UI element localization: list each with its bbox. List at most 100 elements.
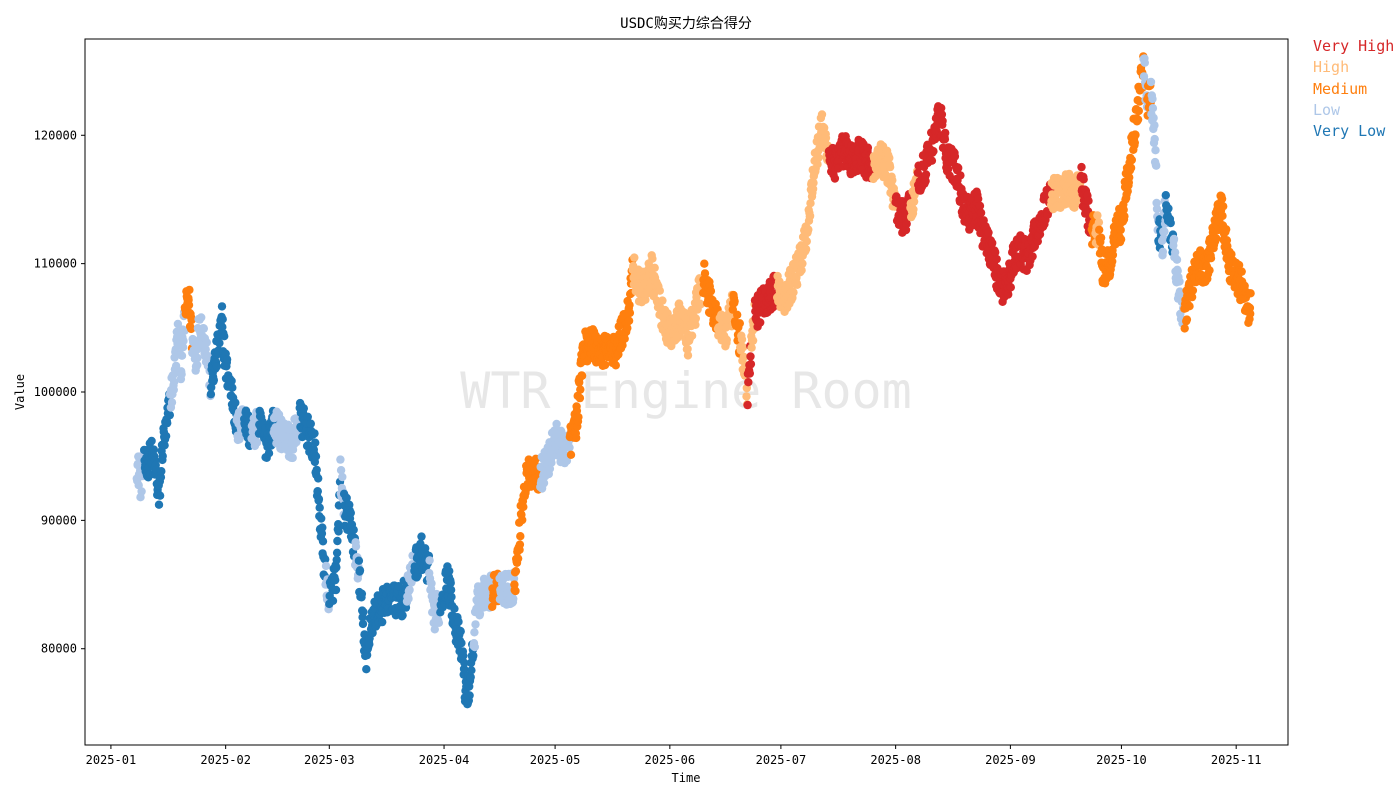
data-point: [806, 199, 815, 208]
data-point: [821, 133, 831, 143]
data-point: [706, 286, 716, 296]
data-point: [927, 156, 937, 165]
data-point: [160, 441, 169, 450]
data-point: [332, 555, 341, 564]
data-point: [577, 371, 587, 380]
data-point: [954, 163, 963, 173]
x-tick-label: 2025-02: [200, 753, 251, 767]
y-axis-ticks: 80000 90000 100000 110000 120000: [34, 128, 85, 656]
legend-entry-low: Low: [1313, 100, 1341, 119]
data-point: [805, 211, 815, 221]
data-point: [742, 392, 751, 401]
data-point: [310, 429, 319, 438]
data-point: [566, 450, 576, 459]
data-point: [789, 288, 798, 297]
data-point: [1151, 146, 1160, 155]
data-point: [691, 314, 700, 323]
data-point: [1169, 234, 1179, 244]
data-point: [743, 400, 752, 410]
data-point: [1164, 204, 1173, 213]
x-tick-label: 2025-11: [1211, 753, 1262, 767]
data-point: [700, 259, 709, 268]
data-point: [332, 563, 341, 572]
data-point: [1187, 292, 1197, 302]
data-point: [941, 128, 950, 138]
data-point: [314, 494, 324, 504]
y-tick-label: 80000: [41, 642, 77, 656]
data-point: [1246, 289, 1255, 298]
data-point: [193, 353, 202, 363]
data-point: [206, 390, 216, 399]
data-point: [683, 344, 692, 354]
data-point: [992, 254, 1001, 264]
data-point: [338, 472, 347, 482]
data-point: [1237, 267, 1246, 276]
data-point: [691, 320, 700, 329]
data-point: [991, 248, 1000, 257]
data-point: [149, 445, 158, 454]
data-point: [1094, 218, 1104, 227]
data-point: [1116, 235, 1126, 244]
data-point: [1159, 234, 1168, 243]
data-point: [173, 319, 183, 329]
data-point: [747, 343, 756, 352]
data-point: [456, 627, 465, 636]
data-point: [798, 259, 807, 268]
legend: Very High High Medium Low Very Low: [1313, 36, 1394, 142]
legend-entry-very-low: Very Low: [1313, 122, 1386, 141]
data-point: [885, 162, 895, 172]
data-point: [547, 458, 556, 467]
data-point: [1240, 281, 1249, 290]
data-point: [511, 567, 521, 576]
data-point: [264, 449, 274, 458]
data-point: [333, 536, 342, 546]
data-point: [539, 478, 549, 488]
data-point: [748, 336, 758, 345]
data-point: [158, 451, 167, 461]
data-point: [1133, 115, 1143, 124]
data-point: [1166, 218, 1175, 228]
data-point: [888, 176, 897, 185]
data-point: [746, 359, 756, 369]
data-point: [167, 398, 177, 407]
data-point: [1140, 58, 1150, 67]
data-point: [516, 532, 525, 541]
data-point: [801, 245, 811, 254]
x-axis-ticks: 2025-01 2025-02 2025-03 2025-04 2025-05 2025-…: [86, 745, 1262, 767]
data-point: [1148, 94, 1157, 104]
data-point: [735, 319, 744, 328]
data-point: [722, 335, 731, 344]
data-point: [1160, 227, 1169, 236]
data-point: [814, 153, 823, 162]
data-point: [1126, 163, 1136, 173]
data-point: [509, 574, 519, 583]
data-point: [447, 592, 456, 602]
data-point: [318, 537, 328, 546]
data-point: [1077, 162, 1086, 172]
data-point: [809, 178, 818, 188]
data-point: [683, 351, 693, 360]
data-point: [1028, 252, 1037, 261]
data-point: [1175, 277, 1184, 286]
data-point: [1219, 202, 1228, 211]
data-point: [354, 556, 364, 565]
data-point: [157, 467, 166, 476]
data-point: [417, 532, 426, 541]
data-point: [988, 238, 997, 248]
data-points: [132, 52, 1255, 709]
data-point: [292, 437, 301, 447]
data-point: [1108, 257, 1117, 266]
data-point: [620, 334, 629, 343]
data-point: [1218, 211, 1227, 221]
x-tick-label: 2025-05: [530, 753, 581, 767]
data-point: [187, 315, 196, 325]
data-point: [178, 343, 188, 352]
data-point: [1182, 315, 1192, 324]
data-point: [1206, 254, 1216, 263]
x-tick-label: 2025-01: [86, 753, 137, 767]
x-tick-label: 2025-10: [1096, 753, 1147, 767]
data-point: [565, 443, 574, 452]
data-point: [1134, 106, 1144, 116]
data-point: [1161, 191, 1171, 200]
data-point: [346, 508, 355, 518]
